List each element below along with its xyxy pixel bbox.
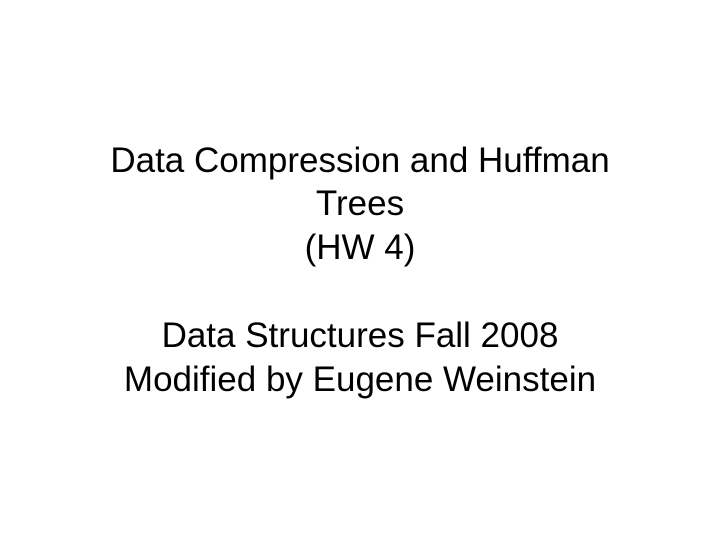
title-line-2: Trees (40, 182, 680, 226)
subtitle-line-2: Modified by Eugene Weinstein (40, 358, 680, 402)
subtitle-line-1: Data Structures Fall 2008 (40, 314, 680, 358)
title-block: Data Compression and Huffman Trees (HW 4… (40, 139, 680, 270)
title-line-1: Data Compression and Huffman (40, 139, 680, 183)
title-line-3: (HW 4) (40, 226, 680, 270)
slide-content: Data Compression and Huffman Trees (HW 4… (0, 139, 720, 402)
subtitle-block: Data Structures Fall 2008 Modified by Eu… (40, 314, 680, 402)
